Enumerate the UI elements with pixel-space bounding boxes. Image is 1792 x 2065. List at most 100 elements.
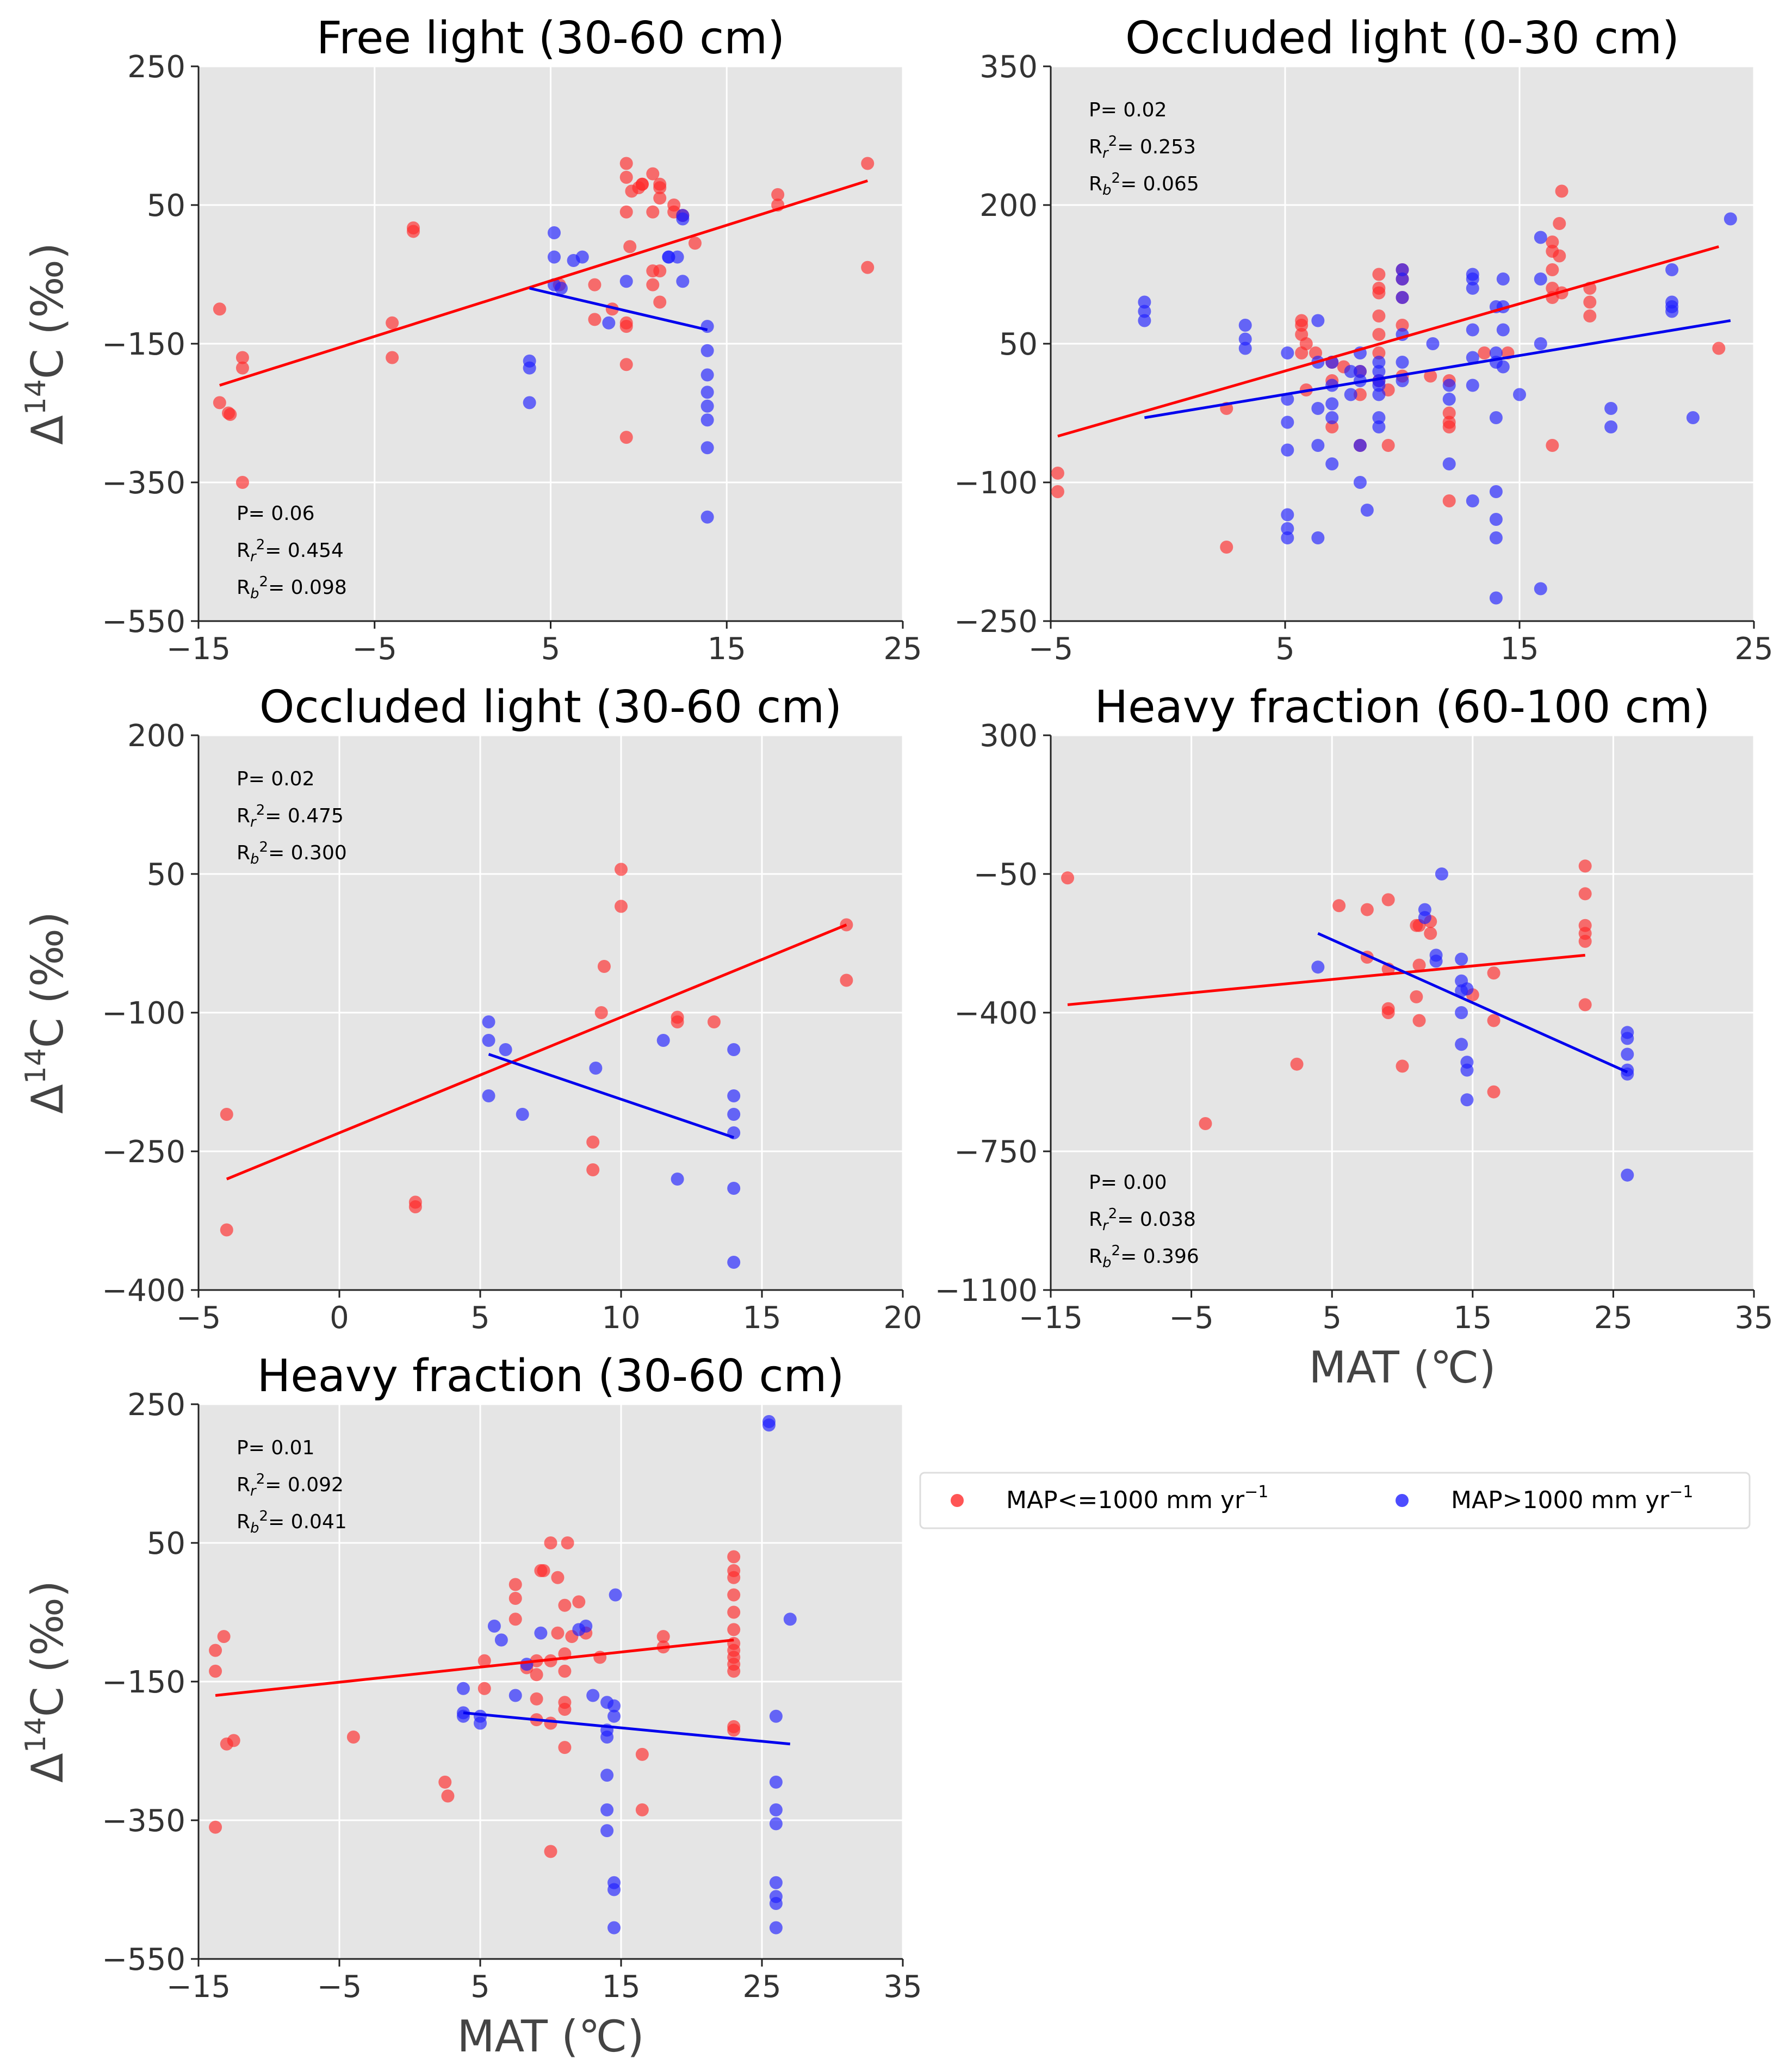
point-map-high xyxy=(783,1613,797,1626)
point-map-low xyxy=(1546,263,1559,276)
point-map-low xyxy=(1487,966,1500,980)
point-map-low xyxy=(509,1592,522,1605)
regression-line-map-low xyxy=(1057,245,1720,438)
panel-occluded-light-30-60: −5 0 5 10 15 20 −400 −250 −100 50 200 Occluded ligh… xyxy=(20,681,922,1336)
point-map-low xyxy=(619,320,633,333)
panel-heavy-fraction-30-60: −15 −5 5 15 25 35 −550 −350 −150 50 250 Heavy fract… xyxy=(20,1350,922,2062)
regression-line-map-high xyxy=(529,287,708,331)
point-map-low xyxy=(635,1803,649,1816)
point-map-high xyxy=(1429,954,1443,968)
y-tick-label: 50 xyxy=(147,188,185,224)
point-map-high xyxy=(1455,952,1468,966)
point-map-high xyxy=(1138,314,1151,327)
y-tick-label: 50 xyxy=(147,1526,185,1561)
point-map-high xyxy=(1489,346,1503,359)
regression-line-map-high xyxy=(488,1053,735,1139)
y-tick-label: −100 xyxy=(102,996,185,1031)
point-map-low xyxy=(1396,319,1409,332)
panel-occluded-light-0-30: −5 5 15 25 −250 −100 50 200 350 Occluded light (0… xyxy=(954,13,1773,667)
point-map-low xyxy=(478,1654,491,1667)
x-tick-label: 15 xyxy=(1453,1300,1492,1336)
point-map-high xyxy=(1496,360,1510,374)
point-map-low xyxy=(209,1664,222,1678)
point-map-low xyxy=(1442,420,1456,433)
point-map-high xyxy=(1311,960,1325,974)
point-map-high xyxy=(1396,263,1409,276)
panel-title: Free light (30-60 cm) xyxy=(317,13,785,64)
point-map-high xyxy=(1686,411,1700,424)
point-map-high xyxy=(671,1173,684,1186)
point-map-low xyxy=(209,1820,222,1834)
point-map-low xyxy=(544,1536,557,1549)
point-map-low xyxy=(619,358,633,371)
point-map-low xyxy=(220,1223,233,1237)
point-map-high xyxy=(700,441,714,455)
point-map-high xyxy=(769,1897,783,1910)
scatter-points xyxy=(213,157,875,524)
point-map-low xyxy=(619,157,633,170)
point-map-low xyxy=(1553,249,1566,263)
y-tick-label: −350 xyxy=(102,1803,185,1839)
point-map-low xyxy=(220,1108,233,1121)
stat-r2-blue: Rb2= 0.396 xyxy=(1089,1243,1199,1271)
point-map-low xyxy=(346,1731,360,1744)
point-map-low xyxy=(209,1644,222,1657)
regression-line-map-low xyxy=(219,179,869,387)
point-map-low xyxy=(840,973,853,987)
point-map-high xyxy=(516,1108,529,1121)
point-map-low xyxy=(1360,903,1374,916)
point-map-low xyxy=(1478,346,1491,359)
stat-p-value: P= 0.02 xyxy=(237,768,314,790)
point-map-high xyxy=(769,1921,783,1934)
point-map-low xyxy=(1583,309,1597,323)
y-tick-label: −150 xyxy=(102,327,185,362)
point-map-low xyxy=(386,351,399,364)
y-tick-label: −750 xyxy=(954,1134,1038,1170)
point-map-high xyxy=(1281,531,1294,544)
point-map-low xyxy=(861,261,875,274)
point-map-high xyxy=(1489,591,1503,605)
point-map-high xyxy=(656,1034,670,1047)
x-tick-label: 5 xyxy=(470,1969,490,2005)
y-tick-label: −250 xyxy=(102,1134,185,1170)
x-tick-label: 5 xyxy=(1322,1300,1342,1336)
point-map-low xyxy=(235,476,249,489)
scatter-points xyxy=(1051,184,1737,605)
panel-title: Heavy fraction (30-60 cm) xyxy=(257,1350,845,1402)
point-map-high xyxy=(456,1709,470,1723)
point-map-low xyxy=(217,1630,231,1644)
point-map-low xyxy=(1396,1059,1409,1073)
y-tick-label: −150 xyxy=(102,1665,185,1700)
point-map-high xyxy=(1442,457,1456,470)
point-map-high xyxy=(1442,379,1456,392)
y-tick-label: −400 xyxy=(102,1273,185,1309)
regression-line-map-high xyxy=(463,1711,791,1746)
point-map-high xyxy=(1621,1032,1634,1045)
point-map-low xyxy=(653,191,667,205)
point-map-high xyxy=(1311,531,1325,544)
point-map-low xyxy=(727,1571,741,1584)
y-tick-label: −350 xyxy=(102,466,185,501)
point-map-high xyxy=(1372,388,1386,401)
x-tick-label: −5 xyxy=(317,1969,362,2005)
point-map-high xyxy=(727,1089,741,1102)
point-map-low xyxy=(227,1734,240,1747)
point-map-high xyxy=(1418,911,1431,925)
stat-r2-red: Rr2= 0.092 xyxy=(237,1471,344,1499)
point-map-high xyxy=(607,1921,621,1934)
point-map-high xyxy=(1281,393,1294,406)
point-map-high xyxy=(1534,231,1547,244)
point-map-low xyxy=(1442,406,1456,420)
point-map-low xyxy=(1412,958,1426,972)
point-map-low xyxy=(530,1668,543,1682)
point-map-high xyxy=(1489,531,1503,544)
point-map-low xyxy=(1299,337,1313,350)
point-map-low xyxy=(653,181,667,195)
point-map-low xyxy=(213,302,226,316)
y-tick-label: −50 xyxy=(973,857,1038,892)
point-map-low xyxy=(586,1163,600,1176)
point-map-high xyxy=(600,1731,614,1744)
point-map-low xyxy=(671,1015,684,1028)
point-map-high xyxy=(727,1108,741,1121)
point-map-low xyxy=(1372,328,1386,341)
